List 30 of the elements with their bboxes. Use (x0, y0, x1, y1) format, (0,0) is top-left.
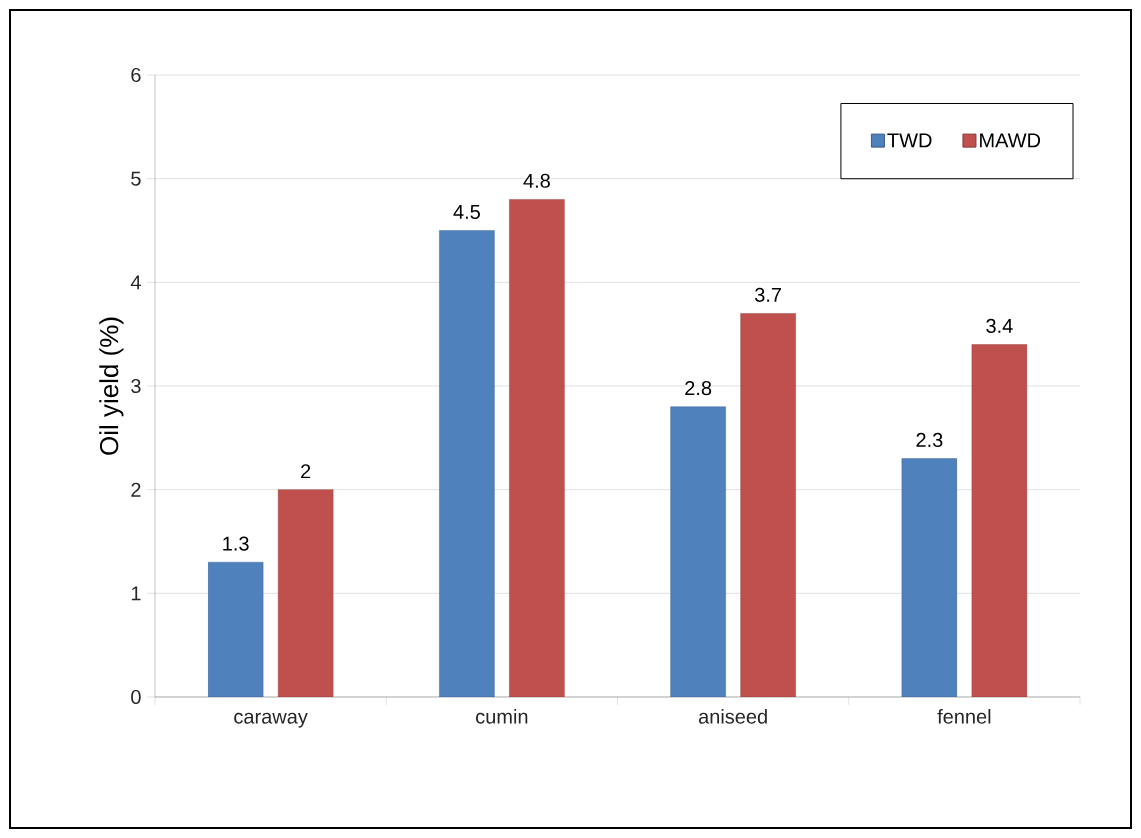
bar (439, 230, 495, 697)
bar (670, 406, 726, 697)
data-label: 4.5 (453, 205, 480, 219)
y-tick-label: 0 (131, 689, 141, 705)
data-label: 3.7 (755, 287, 782, 302)
y-tick-label: 5 (131, 171, 141, 186)
legend-label: MAWD (980, 133, 1041, 148)
data-label: 2.8 (685, 381, 712, 396)
data-label: 1.3 (223, 536, 249, 551)
data-label: 4.8 (523, 173, 550, 188)
y-tick-label: 6 (131, 67, 141, 83)
y-tick-label: 2 (131, 482, 141, 497)
legend-label: TWD (887, 133, 932, 148)
bar (277, 489, 334, 697)
x-tick-label: caraway (234, 712, 308, 728)
bar (509, 199, 565, 697)
x-tick-label: aniseed (698, 709, 767, 724)
bar (740, 313, 796, 697)
y-axis-title: Oil yield (%) (99, 317, 124, 455)
bar (901, 458, 958, 697)
x-tick-label: cumin (476, 709, 528, 724)
data-label: 2.3 (916, 432, 943, 448)
y-tick-label: 3 (131, 378, 141, 394)
data-label: 2 (301, 464, 311, 479)
x-tick-label: fennel (937, 709, 991, 724)
y-tick-label: 4 (130, 275, 141, 290)
y-tick-label: 1 (131, 586, 141, 601)
bar (971, 344, 1028, 697)
bar (207, 562, 264, 697)
data-label: 3.4 (986, 318, 1013, 333)
